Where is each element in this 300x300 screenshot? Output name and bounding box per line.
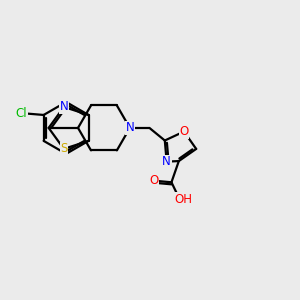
Text: Cl: Cl	[16, 107, 27, 120]
Text: O: O	[149, 174, 158, 187]
Text: N: N	[125, 122, 134, 134]
Text: N: N	[162, 155, 171, 168]
Text: OH: OH	[174, 193, 192, 206]
Text: S: S	[60, 142, 68, 155]
Text: N: N	[59, 100, 68, 113]
Text: O: O	[179, 125, 189, 138]
